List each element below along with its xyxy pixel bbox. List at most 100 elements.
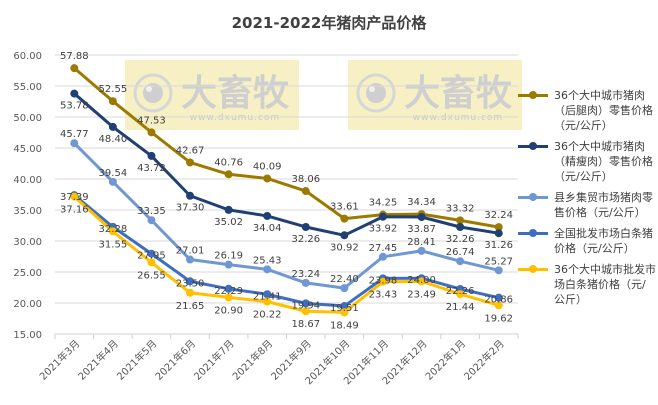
data-point	[147, 216, 156, 225]
series-line	[70, 139, 503, 293]
legend-swatch-icon	[518, 229, 548, 237]
y-tick-label: 55.00	[13, 82, 42, 93]
series-line	[70, 89, 503, 240]
data-point	[108, 122, 117, 131]
legend-item: 36个大中城市猪肉（后腿肉）零售价格（元/公斤）	[518, 88, 656, 133]
data-point	[186, 288, 195, 297]
data-point	[224, 284, 233, 293]
data-label: 27.45	[369, 243, 398, 254]
svg-text:www.dxumu.com: www.dxumu.com	[190, 113, 280, 123]
data-point	[417, 213, 426, 222]
data-point	[108, 97, 117, 106]
y-tick-label: 35.00	[13, 206, 42, 217]
x-tick-label: 2022年1月	[422, 337, 468, 383]
chart-title: 2021-2022年猪肉产品价格	[231, 14, 427, 32]
data-point	[70, 64, 79, 73]
data-point	[417, 246, 426, 255]
data-label: 22.40	[330, 274, 359, 285]
data-point	[378, 252, 387, 261]
data-point	[108, 227, 117, 236]
data-label: 26.19	[214, 251, 243, 262]
data-label: 33.92	[369, 224, 398, 235]
data-point	[456, 290, 465, 299]
legend-swatch-icon	[518, 142, 548, 150]
y-tick-label: 40.00	[13, 175, 42, 186]
data-point	[70, 139, 79, 148]
data-label: 19.51	[330, 303, 359, 314]
data-point	[417, 277, 426, 286]
data-label: 21.44	[446, 302, 475, 313]
data-label: 33.32	[446, 203, 475, 214]
data-label: 21.65	[176, 301, 205, 312]
data-label: 33.87	[407, 224, 436, 235]
data-label: 52.55	[99, 84, 128, 95]
data-label: 23.43	[369, 290, 398, 301]
legend: 36个大中城市猪肉（后腿肉）零售价格（元/公斤） 36个大中城市猪肉（精瘦肉）零…	[518, 88, 656, 313]
y-tick-label: 30.00	[13, 237, 42, 248]
data-point	[456, 216, 465, 225]
data-label: 40.09	[253, 161, 282, 172]
data-label: 23.50	[176, 278, 205, 289]
legend-swatch-icon	[518, 91, 548, 99]
data-label: 32.28	[99, 224, 128, 235]
data-label: 33.61	[330, 202, 359, 213]
data-point	[456, 222, 465, 231]
y-tick-label: 15.00	[13, 330, 42, 341]
data-label: 20.86	[484, 295, 513, 306]
data-label: 38.06	[291, 174, 320, 185]
y-tick-label: 20.00	[13, 299, 42, 310]
data-point	[147, 249, 156, 258]
data-point	[301, 278, 310, 287]
data-label: 22.29	[214, 286, 243, 297]
data-label: 23.49	[407, 289, 436, 300]
data-point	[147, 151, 156, 160]
data-point	[494, 223, 503, 232]
data-point	[378, 212, 387, 221]
data-label: 19.62	[484, 313, 513, 324]
x-tick-label: 2021年8月	[230, 337, 276, 383]
data-label: 37.39	[60, 192, 89, 203]
data-label: 23.24	[291, 269, 320, 280]
legend-label: 36个大中城市猪肉（精瘦肉）零售价格（元/公斤）	[554, 140, 653, 183]
data-point	[224, 260, 233, 269]
data-point	[340, 302, 349, 311]
data-point	[224, 170, 233, 179]
data-label: 32.26	[446, 234, 475, 245]
data-point	[494, 301, 503, 310]
data-label: 35.02	[214, 217, 243, 228]
data-label: 47.53	[137, 115, 166, 126]
x-tick-label: 2021年6月	[152, 337, 198, 383]
data-label: 19.94	[291, 300, 320, 311]
data-label: 18.49	[330, 320, 359, 331]
x-tick-label: 2021年3月	[37, 337, 83, 383]
data-point	[224, 205, 233, 214]
data-label: 34.34	[407, 197, 436, 208]
data-point	[301, 299, 310, 308]
data-label: 20.90	[214, 305, 243, 316]
svg-text:大畜牧: 大畜牧	[404, 73, 513, 114]
data-point	[108, 177, 117, 186]
data-label: 31.26	[484, 240, 513, 251]
data-label: 43.72	[137, 163, 166, 174]
data-point	[186, 277, 195, 286]
data-label: 57.88	[60, 51, 89, 62]
data-label: 32.24	[484, 210, 513, 221]
data-label: 39.54	[99, 168, 128, 179]
data-point	[494, 266, 503, 275]
legend-item: 36个大中城市猪肉（精瘦肉）零售价格（元/公斤）	[518, 139, 656, 184]
data-point	[494, 293, 503, 302]
data-label: 27.01	[176, 246, 205, 257]
data-point	[378, 277, 387, 286]
data-label: 31.55	[99, 239, 128, 250]
legend-swatch-icon	[518, 265, 548, 273]
svg-text:大畜牧: 大畜牧	[181, 73, 290, 114]
legend-item: 36个大中城市批发市场白条猪价格（元/公斤）	[518, 262, 656, 307]
x-tick-label: 2022年2月	[461, 337, 507, 383]
legend-item: 全国批发市场白条猪价格（元/公斤）	[518, 226, 656, 256]
y-tick-label: 60.00	[13, 51, 42, 62]
data-label: 26.55	[137, 270, 166, 281]
data-label: 45.77	[60, 129, 89, 140]
